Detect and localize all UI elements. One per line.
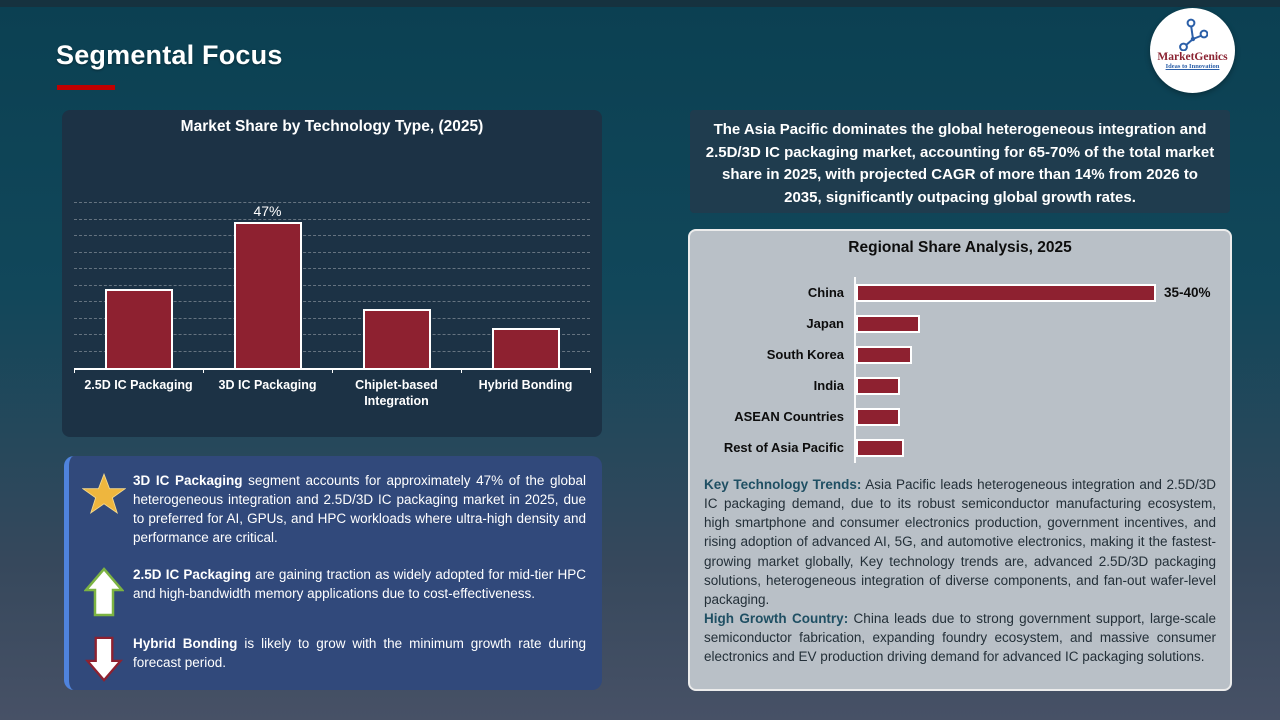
bar (233, 222, 302, 368)
tech-chart-bars: 47% (74, 203, 590, 368)
regional-share-panel: Regional Share Analysis, 2025 China Japan… (688, 229, 1232, 691)
region-bar-row (856, 339, 1216, 370)
region-bar (856, 314, 920, 333)
insight-text: 3D IC Packaging segment accounts for app… (133, 473, 586, 546)
regional-note: High Growth Country: China leads due to … (704, 611, 1216, 665)
insight-row: 3D IC Packaging segment accounts for app… (75, 471, 586, 548)
bar-slot (74, 203, 203, 368)
gridline (74, 202, 590, 203)
region-bar (856, 376, 900, 395)
down-arrow-icon (75, 634, 133, 682)
regional-notes: Key Technology Trends: Asia Pacific lead… (704, 475, 1216, 667)
gridline (74, 218, 590, 220)
region-label: Japan (806, 316, 844, 331)
insight-lead: 3D IC Packaging (133, 473, 243, 488)
axis-tick (74, 368, 75, 373)
gridline (74, 334, 590, 335)
axis-tick (332, 368, 333, 373)
logo-brand-text: MarketGenics (1157, 51, 1228, 63)
marketgenics-logo: MarketGenics Ideas to Innovation (1150, 8, 1235, 93)
note-lead: Key Technology Trends: (704, 477, 862, 492)
apac-callout: The Asia Pacific dominates the global he… (690, 110, 1230, 213)
insight-lead: 2.5D IC Packaging (133, 566, 251, 582)
bar (104, 288, 173, 368)
region-label: China (807, 285, 844, 300)
insight-lead: Hybrid Bonding (133, 635, 238, 651)
bar-data-label: 47% (253, 203, 282, 219)
region-bar (856, 438, 904, 457)
region-bar (856, 345, 912, 364)
bar-slot (461, 203, 590, 368)
insight-row: Hybrid Bonding is likely to grow with th… (75, 634, 586, 682)
region-bar-row: 35-40% (856, 277, 1216, 308)
axis-tick (590, 368, 591, 373)
tech-share-chart-panel: Market Share by Technology Type, (2025) … (62, 110, 602, 437)
regional-chart-labels: China Japan South Korea India ASEAN Countrie… (704, 277, 854, 463)
gridline (74, 350, 590, 352)
region-bar (856, 407, 900, 426)
insight-text: Hybrid Bonding is likely to grow with th… (133, 635, 586, 670)
insight-row: 2.5D IC Packaging are gaining traction a… (75, 565, 586, 617)
regional-chart-bars: 35-40% (854, 277, 1216, 463)
regional-chart: China Japan South Korea India ASEAN Countrie… (704, 277, 1216, 463)
bar (362, 308, 431, 368)
bar-slot: 47% (203, 203, 332, 368)
gridline (74, 251, 590, 253)
up-arrow-icon (75, 565, 133, 617)
category-label: Hybrid Bonding (478, 378, 573, 392)
region-bar-row (856, 432, 1216, 463)
category-label: 3D IC Packaging (218, 378, 317, 392)
molecule-network-icon (1179, 18, 1208, 51)
gridline (74, 235, 590, 236)
region-bar-row (856, 308, 1216, 339)
regional-note: Key Technology Trends: Asia Pacific lead… (704, 477, 1216, 607)
page-title: Segmental Focus (56, 40, 283, 70)
logo-tagline-text: Ideas to Innovation (1165, 63, 1220, 70)
star-icon (75, 471, 133, 515)
region-label: India (813, 378, 844, 393)
bar (491, 328, 560, 368)
title-underline (57, 85, 115, 90)
insight-text: 2.5D IC Packaging are gaining traction a… (133, 566, 586, 601)
axis-tick (203, 368, 204, 373)
tech-chart-plot: 47% (74, 202, 591, 373)
region-label: Rest of Asia Pacific (723, 440, 844, 455)
axis-tick (461, 368, 462, 373)
category-label: 2.5D IC Packaging (84, 378, 193, 392)
tech-chart-title: Market Share by Technology Type, (2025) (180, 118, 484, 135)
region-value-label: 35-40% (1164, 285, 1211, 300)
gridline (74, 284, 590, 286)
bar-slot (332, 203, 461, 368)
region-bar (856, 283, 1156, 302)
gridline (74, 317, 590, 319)
region-label: South Korea (766, 347, 844, 362)
regional-chart-title: Regional Share Analysis, 2025 (848, 239, 1072, 256)
gridline (74, 301, 590, 302)
category-label: Chiplet-based Integration (355, 378, 438, 408)
region-bar-row (856, 370, 1216, 401)
region-bar-row (856, 401, 1216, 432)
top-accent-strip (0, 0, 1280, 7)
gridline (74, 268, 590, 269)
insights-panel: 3D IC Packaging segment accounts for app… (64, 456, 602, 690)
region-label: ASEAN Countries (734, 409, 844, 424)
tech-chart-category-labels: 2.5D IC Packaging 3D IC Packaging Chiplet-… (74, 378, 590, 409)
note-lead: High Growth Country: (704, 611, 849, 627)
